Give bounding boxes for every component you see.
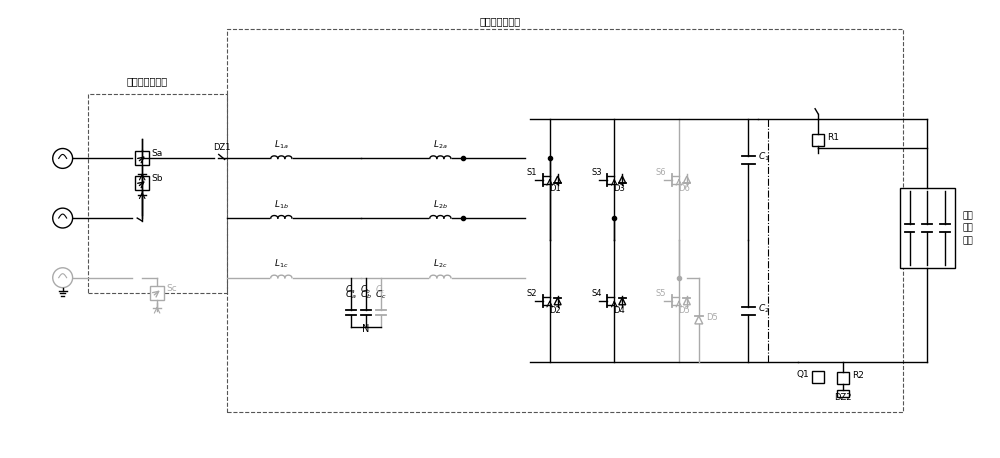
Text: N: N <box>362 324 370 334</box>
Text: 超级
电容
器组: 超级 电容 器组 <box>963 211 973 245</box>
Text: $C_1$: $C_1$ <box>758 151 770 163</box>
Text: D5: D5 <box>706 313 717 322</box>
Bar <box>837 372 849 384</box>
Bar <box>837 390 849 397</box>
Text: DZ2: DZ2 <box>834 393 852 402</box>
Text: $L_{1b}$: $L_{1b}$ <box>274 198 289 211</box>
Text: Sc: Sc <box>166 284 177 293</box>
Text: D5: D5 <box>678 306 690 315</box>
Text: $L_{1a}$: $L_{1a}$ <box>274 138 289 151</box>
Text: D2: D2 <box>549 306 561 315</box>
Text: $L_{2c}$: $L_{2c}$ <box>433 258 448 270</box>
Text: $L_{2b}$: $L_{2b}$ <box>433 198 448 211</box>
Text: Q1: Q1 <box>797 370 810 379</box>
Text: R2: R2 <box>852 371 864 380</box>
Text: $C_c$: $C_c$ <box>375 289 387 301</box>
Polygon shape <box>619 176 626 183</box>
Bar <box>227 29 903 412</box>
Bar <box>150 286 164 300</box>
Text: R1: R1 <box>827 132 839 142</box>
Text: Sb: Sb <box>151 174 163 183</box>
Text: $C_b$: $C_b$ <box>360 289 372 301</box>
Text: Sa: Sa <box>151 149 162 158</box>
Text: S3: S3 <box>591 168 602 177</box>
Bar <box>900 188 955 268</box>
Text: $C_2$: $C_2$ <box>758 302 770 315</box>
Text: 三相储能变流器: 三相储能变流器 <box>479 16 521 26</box>
Bar <box>88 94 227 293</box>
Polygon shape <box>683 298 690 305</box>
Text: S6: S6 <box>656 168 666 177</box>
Text: S5: S5 <box>656 289 666 298</box>
Text: S4: S4 <box>591 289 602 298</box>
Text: $L_{1c}$: $L_{1c}$ <box>274 258 289 270</box>
Polygon shape <box>683 176 690 183</box>
Bar <box>812 371 824 383</box>
Text: D4: D4 <box>613 306 625 315</box>
Text: D1: D1 <box>549 185 561 193</box>
Text: $C_c$: $C_c$ <box>375 284 386 296</box>
Text: S2: S2 <box>527 289 537 298</box>
Polygon shape <box>554 298 561 305</box>
Text: $C_a$: $C_a$ <box>345 289 357 301</box>
Polygon shape <box>695 316 703 324</box>
Text: D3: D3 <box>613 185 625 193</box>
Text: 快速并离网开关: 快速并离网开关 <box>127 76 168 86</box>
Text: $L_{2a}$: $L_{2a}$ <box>433 138 448 151</box>
Text: $C_b$: $C_b$ <box>360 284 371 296</box>
Polygon shape <box>554 176 561 183</box>
Text: S1: S1 <box>527 168 537 177</box>
Bar <box>135 176 149 190</box>
Text: $C_a$: $C_a$ <box>345 284 356 296</box>
Bar <box>135 152 149 165</box>
Text: D6: D6 <box>678 185 690 193</box>
Text: DZ1: DZ1 <box>213 143 230 153</box>
Polygon shape <box>619 298 626 305</box>
Bar <box>812 134 824 146</box>
